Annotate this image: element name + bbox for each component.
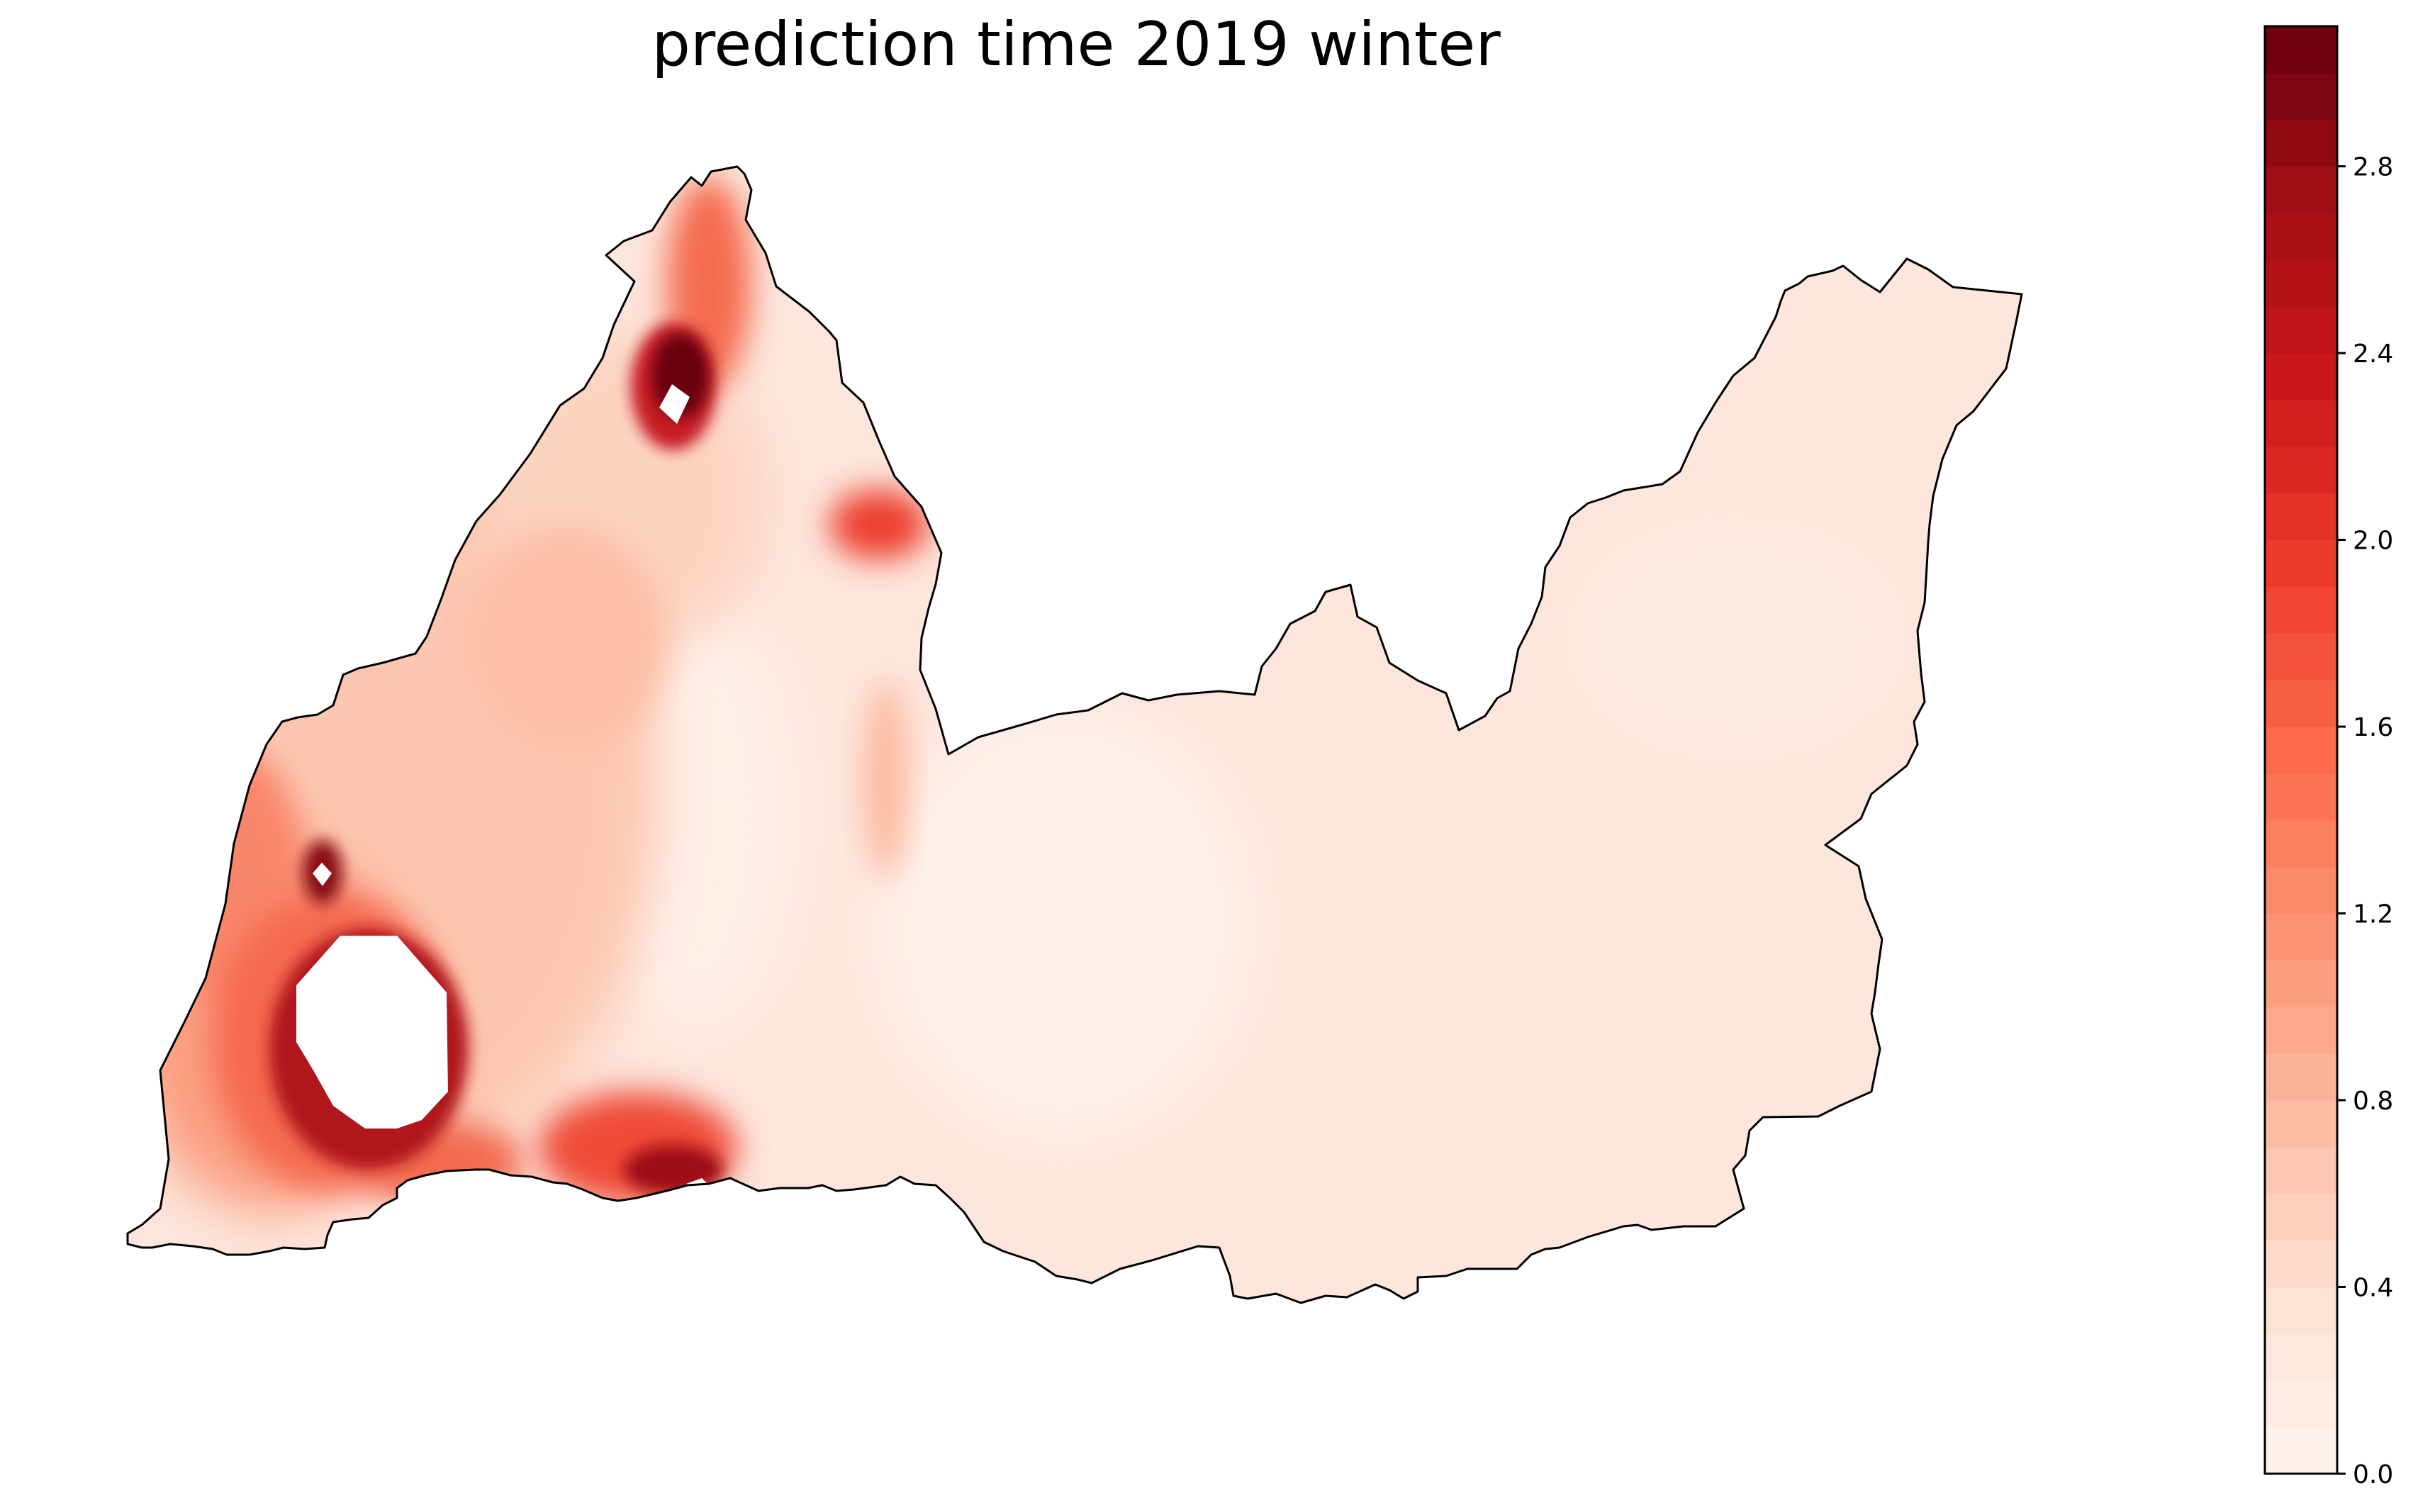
- field-east-band: [829, 489, 929, 560]
- colorbar-band: [2265, 1100, 2337, 1148]
- colorbar-band: [2265, 1427, 2337, 1474]
- colorbar-band: [2265, 586, 2337, 634]
- colorbar-band: [2265, 633, 2337, 681]
- colorbar-band: [2265, 539, 2337, 588]
- colorbar-band: [2265, 680, 2337, 727]
- colorbar-band: [2265, 1007, 2337, 1054]
- colorbar-band: [2265, 353, 2337, 401]
- field-east-patch: [1581, 532, 1893, 744]
- field-south-hot: [539, 1092, 737, 1205]
- colorbar-tick-label: 1.6: [2353, 713, 2393, 742]
- colorbar-bands: [2265, 26, 2337, 1474]
- colorbar-band: [2265, 399, 2337, 447]
- colorbar-ticks: 0.0 0.4 0.8 1.2 1.6 2.0 2.4 2.8: [2337, 153, 2393, 1489]
- colorbar-band: [2265, 1146, 2337, 1194]
- large-hole: [296, 936, 448, 1129]
- west-hole: [313, 863, 332, 886]
- colorbar-band: [2265, 1053, 2337, 1101]
- colorbar-band: [2265, 493, 2337, 541]
- colorbar-band: [2265, 306, 2337, 354]
- colorbar-band: [2265, 1193, 2337, 1241]
- field-east-band-tail: [865, 681, 907, 879]
- no-data-holes: [296, 384, 709, 1189]
- field-mid-warm: [468, 525, 666, 751]
- heatmap-field: [128, 167, 2022, 1303]
- colorbar-tick-label: 1.2: [2353, 900, 2393, 929]
- colorbar-tick-label: 2.8: [2353, 153, 2393, 182]
- colorbar: 0.0 0.4 0.8 1.2 1.6 2.0 2.4 2.8: [2263, 25, 2393, 1489]
- colorbar-band: [2265, 72, 2337, 121]
- colorbar-tick-label: 2.4: [2353, 340, 2393, 369]
- colorbar-band: [2265, 913, 2337, 961]
- colorbar-frame: [2263, 25, 2339, 1475]
- colorbar-tick-label: 0.4: [2353, 1274, 2393, 1303]
- colorbar-band: [2265, 866, 2337, 914]
- colorbar-band: [2265, 1380, 2337, 1428]
- colorbar-band: [2265, 1333, 2337, 1381]
- colorbar-tick-label: 0.0: [2353, 1460, 2393, 1489]
- north-hole: [659, 384, 690, 424]
- region-outline: [126, 165, 2023, 1304]
- colorbar-tick-label: 2.0: [2353, 527, 2393, 556]
- colorbar-band: [2265, 1287, 2337, 1334]
- colorbar-band: [2265, 773, 2337, 821]
- colorbar-band: [2265, 819, 2337, 868]
- colorbar-band: [2265, 26, 2337, 74]
- field-east-light: [879, 709, 1248, 1134]
- colorbar-band: [2265, 960, 2337, 1007]
- map-title: prediction time 2019 winter: [651, 9, 1501, 80]
- colorbar-tick-label: 0.8: [2353, 1087, 2393, 1116]
- colorbar-band: [2265, 213, 2337, 260]
- colorbar-band: [2265, 166, 2337, 214]
- colorbar-band: [2265, 1240, 2337, 1288]
- colorbar-band: [2265, 259, 2337, 307]
- field-south-peak: [624, 1145, 723, 1194]
- colorbar-band: [2265, 727, 2337, 774]
- colorbar-band: [2265, 446, 2337, 494]
- colorbar-band: [2265, 119, 2337, 167]
